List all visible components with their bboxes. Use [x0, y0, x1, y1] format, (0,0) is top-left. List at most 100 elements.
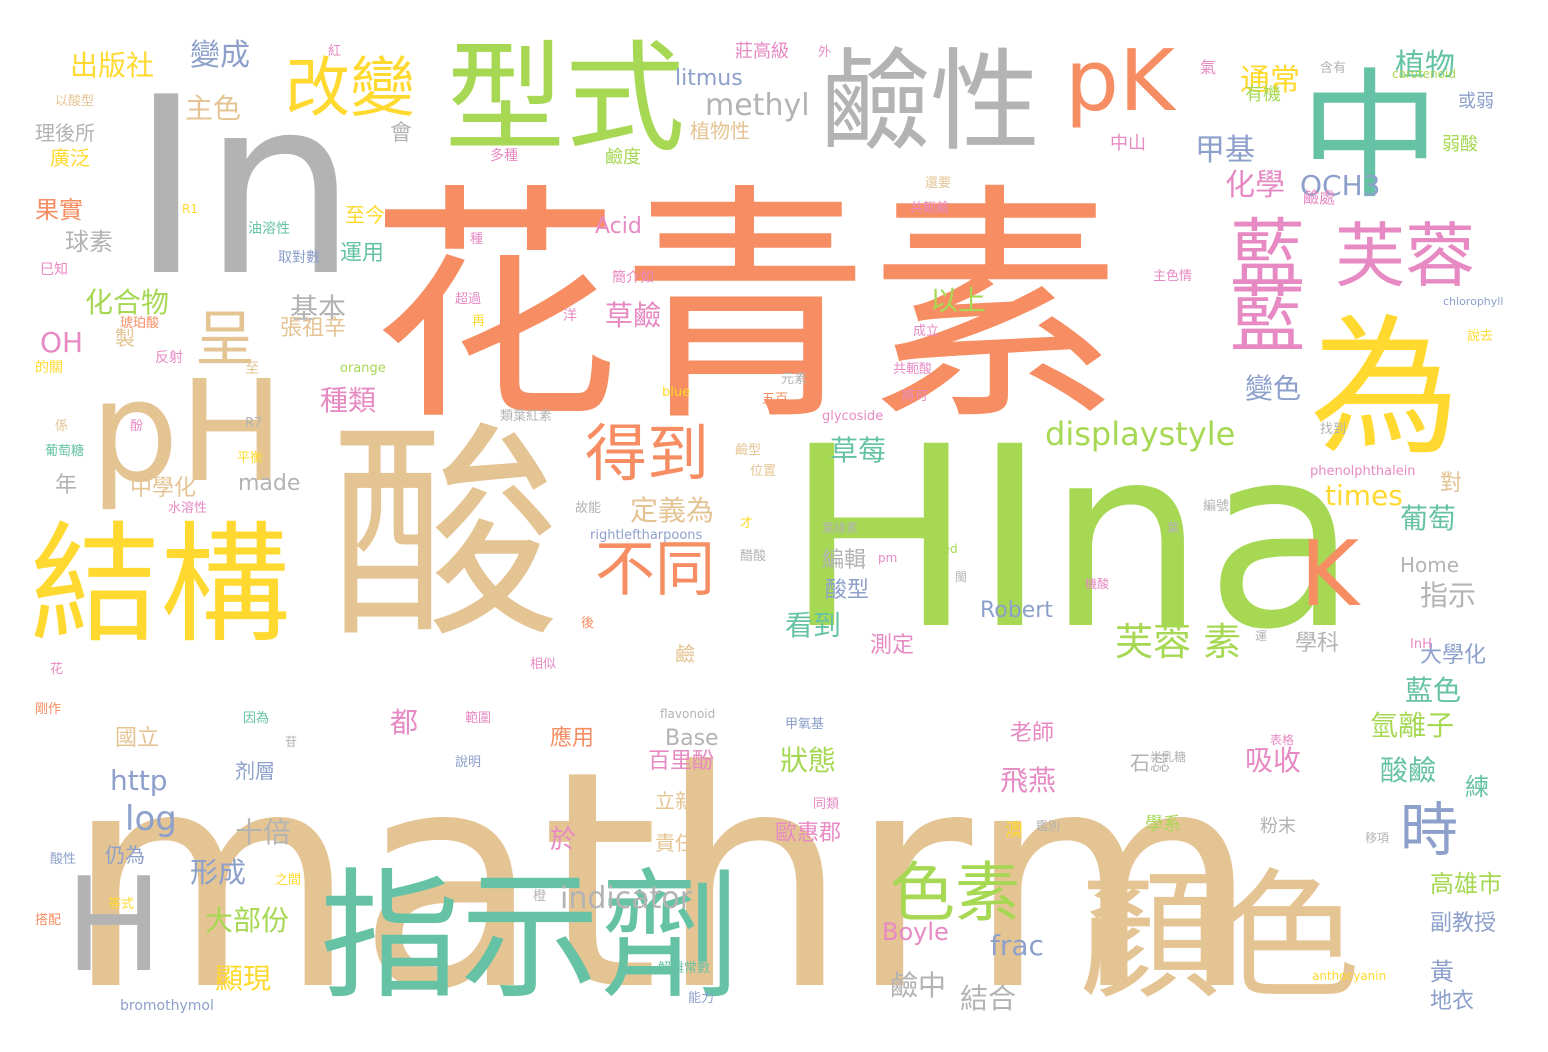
word-153: 酚	[130, 419, 143, 434]
word-180: 苷	[285, 735, 297, 749]
word-32: methyl	[705, 88, 810, 123]
word-90: 年	[55, 473, 77, 498]
word-92: 球素	[65, 228, 113, 256]
word-17: 藍	[1230, 210, 1305, 298]
word-106: 莊高級	[735, 41, 789, 62]
word-165: 葉綠素	[822, 521, 858, 535]
word-66: 高雄市	[1430, 870, 1502, 898]
word-140: 反射	[155, 350, 183, 366]
word-136: 紅	[328, 44, 341, 59]
word-192: 搭配	[35, 912, 61, 928]
word-121: 多種	[490, 147, 518, 164]
word-158: 鹼型	[735, 442, 761, 458]
word-135: 以酸型	[55, 94, 94, 109]
word-141: 成立	[913, 324, 939, 339]
word-96: 植物性	[690, 119, 750, 143]
word-64: 鹼中	[890, 969, 946, 1002]
word-37: 化合物	[85, 286, 169, 319]
word-81: Robert	[980, 598, 1053, 623]
word-83: 測定	[870, 633, 914, 658]
word-80: 於	[550, 825, 576, 855]
word-154: 葡萄糖	[45, 443, 84, 459]
word-97: 鹼度	[605, 147, 641, 168]
word-190: 之間	[275, 873, 301, 888]
word-59: 飛燕	[1000, 764, 1056, 797]
word-128: 超過	[455, 292, 481, 307]
word-104: Home	[1400, 553, 1459, 577]
word-124: 還要	[925, 176, 951, 191]
word-111: 中山	[1110, 133, 1146, 154]
word-53: 吸收	[1245, 744, 1301, 777]
word-82: 學科	[1295, 631, 1339, 656]
word-62: 大部份	[205, 904, 289, 937]
word-0: 花青素	[370, 163, 1120, 454]
word-170: 閩	[955, 570, 967, 584]
word-65: 結合	[960, 982, 1016, 1015]
word-148: 元素	[781, 372, 807, 387]
word-144: 至	[245, 361, 259, 377]
word-166: 葉	[1167, 521, 1179, 535]
word-20: 色素	[890, 856, 1020, 931]
word-163: rightleftharpoons	[590, 528, 703, 543]
word-184: 半乳糖	[1150, 749, 1186, 764]
word-160: 找到	[1320, 422, 1346, 437]
word-151: glycoside	[822, 409, 883, 424]
word-87: 練	[1465, 773, 1489, 801]
word-13: H	[65, 849, 163, 1001]
word-76: 老師	[1010, 721, 1054, 746]
word-159: 位置	[750, 464, 776, 479]
word-196: anthocyanin	[1312, 969, 1386, 983]
word-86: 大學化	[1420, 643, 1486, 668]
word-21: 時	[1400, 796, 1458, 864]
word-179: 因為	[243, 710, 269, 726]
word-155: 平衡	[237, 451, 263, 466]
word-45: times	[1325, 479, 1403, 512]
word-94: 理後所	[35, 121, 95, 145]
word-78: 國立	[115, 726, 159, 751]
word-167: red	[938, 542, 958, 556]
word-12: 為	[1310, 302, 1460, 476]
word-139: 製	[115, 326, 135, 350]
word-112: 鹼處	[1303, 188, 1335, 207]
word-183: 範圍	[465, 711, 491, 726]
word-100: 至今	[345, 203, 385, 227]
word-31: 主色	[185, 92, 241, 125]
word-114: 學系	[1145, 814, 1181, 835]
word-88: made	[238, 471, 300, 496]
word-34: 甲基	[1195, 133, 1255, 168]
word-70: Boyle	[882, 918, 949, 946]
word-156: 水溶性	[168, 501, 207, 516]
word-35: 化學	[1225, 168, 1285, 203]
word-3: In	[130, 45, 358, 330]
word-171: 機酸	[1085, 576, 1109, 591]
word-194: 解離常數	[658, 961, 710, 976]
word-143: orange	[340, 361, 386, 376]
word-177: flavonoid	[660, 707, 715, 721]
word-161: phenolphthalein	[1310, 464, 1416, 479]
word-103: 仍為	[105, 843, 145, 867]
word-107: 氣	[1200, 58, 1216, 77]
word-23: 呈	[195, 305, 255, 375]
word-195: 能力	[688, 991, 714, 1006]
word-138: 的關	[35, 360, 63, 376]
word-61: frac	[990, 929, 1044, 962]
word-149: 五百	[762, 392, 788, 407]
word-57: 十倍	[235, 816, 291, 849]
word-79: 應用	[550, 725, 594, 751]
word-101: 張祖辛	[280, 316, 346, 341]
word-58: 形成	[190, 856, 246, 889]
word-22: K	[1300, 522, 1361, 627]
word-47: 葡萄	[1400, 502, 1456, 535]
word-8: pH	[90, 351, 284, 514]
word-29: 變成	[190, 38, 250, 73]
word-126: 主色情	[1153, 268, 1192, 284]
word-130: 簡介如	[612, 270, 654, 286]
word-186: 同類	[813, 797, 839, 812]
word-39: 以上	[930, 284, 986, 317]
word-123: 取對數	[278, 250, 320, 266]
word-176: 花	[50, 661, 63, 677]
word-48: 看到	[785, 609, 841, 642]
word-133: R7	[245, 416, 262, 431]
word-102: 剂層	[235, 759, 275, 783]
